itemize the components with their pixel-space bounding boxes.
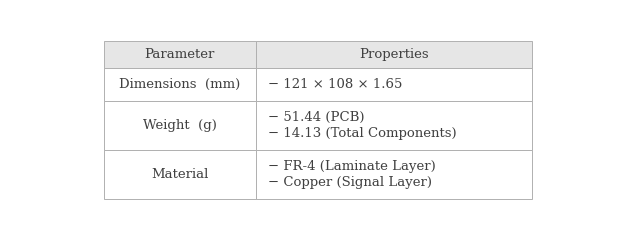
Bar <box>104 150 255 199</box>
Bar <box>255 101 531 150</box>
Text: − Copper (Signal Layer): − Copper (Signal Layer) <box>268 176 432 189</box>
Text: − FR-4 (Laminate Layer): − FR-4 (Laminate Layer) <box>268 160 435 173</box>
Bar <box>255 68 531 101</box>
Text: − 121 × 108 × 1.65: − 121 × 108 × 1.65 <box>268 78 402 91</box>
Bar <box>104 41 255 68</box>
Text: − 51.44 (PCB): − 51.44 (PCB) <box>268 111 365 124</box>
Text: Parameter: Parameter <box>144 48 215 61</box>
Bar <box>104 68 255 101</box>
Bar <box>255 41 531 68</box>
Text: Properties: Properties <box>359 48 428 61</box>
Text: Material: Material <box>151 168 208 181</box>
Bar <box>104 101 255 150</box>
Text: − 14.13 (Total Components): − 14.13 (Total Components) <box>268 127 456 140</box>
Text: Dimensions  (mm): Dimensions (mm) <box>119 78 241 91</box>
Text: Weight  (g): Weight (g) <box>143 119 217 132</box>
Bar <box>255 150 531 199</box>
